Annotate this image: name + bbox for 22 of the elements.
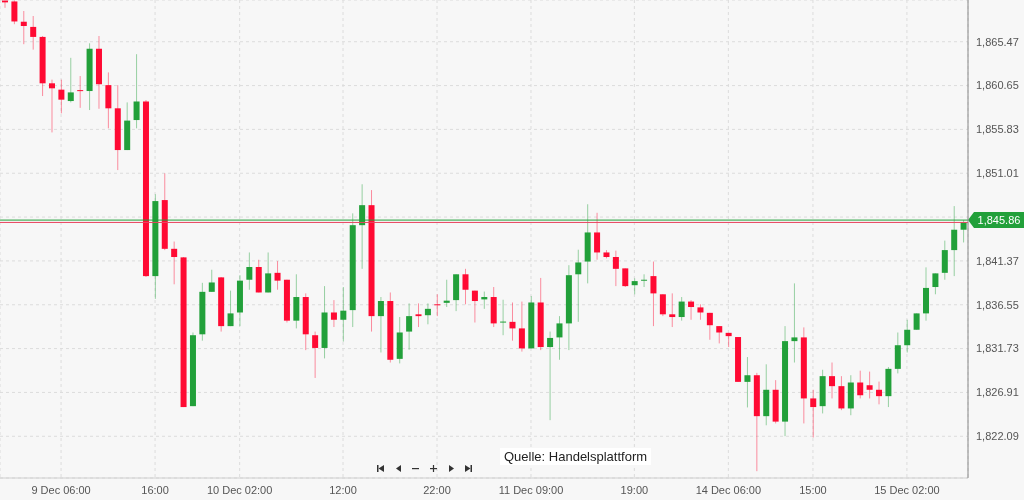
x-tick-label: 10 Dec 02:00 [206, 483, 273, 496]
y-tick-label: 1,855.83 [976, 123, 1019, 136]
x-tick-label: 14 Dec 06:00 [695, 483, 762, 496]
x-tick-label: 12:00 [329, 483, 357, 496]
y-tick-label: 1,836.55 [976, 298, 1019, 311]
x-tick-label: 16:00 [141, 483, 169, 496]
y-tick-label: 1,851.01 [976, 167, 1019, 180]
y-tick-label: 1,831.73 [976, 342, 1019, 355]
x-tick-label: 11 Dec 09:00 [498, 483, 564, 496]
ref-line-label: 1,845.86 [977, 214, 1021, 227]
y-tick-label: 1,865.47 [976, 35, 1019, 48]
x-tick-label: 9 Dec 06:00 [31, 483, 91, 496]
y-tick-label: 1,841.37 [976, 254, 1019, 267]
x-tick-label: 19:00 [620, 483, 649, 496]
x-tick-label: 22:00 [423, 483, 451, 496]
y-tick-label: 1,822.09 [976, 430, 1019, 443]
candlestick [641, 273, 648, 288]
y-tick-label: 1,826.91 [976, 386, 1019, 399]
x-tick-label: 15:00 [799, 483, 827, 496]
x-tick-label: 15 Dec 02:00 [874, 483, 940, 496]
annotation: Quelle: Handelsplattform [500, 448, 652, 465]
y-tick-label: 1,860.65 [976, 79, 1019, 92]
